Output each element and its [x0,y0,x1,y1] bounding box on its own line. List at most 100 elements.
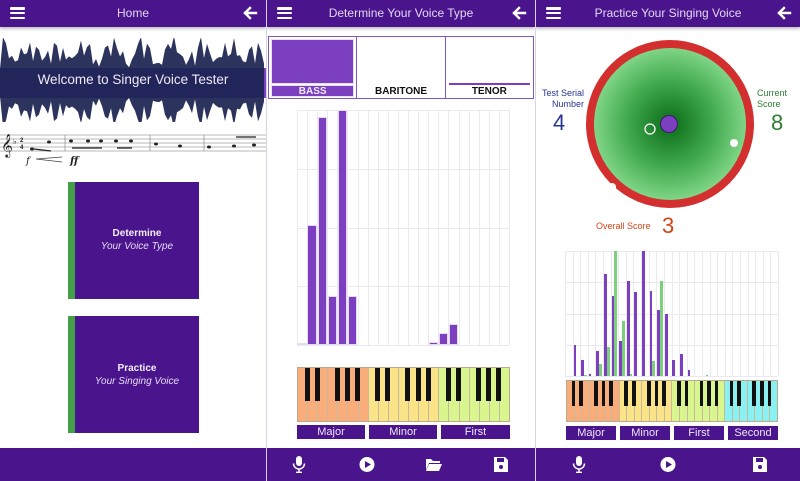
minor-scale-button[interactable]: Minor [620,426,670,440]
second-scale-button[interactable]: Second [728,426,778,440]
piano-white-key[interactable] [469,368,482,421]
piano-black-key[interactable] [601,381,606,406]
piano-white-key[interactable] [318,368,329,421]
piano-white-key[interactable] [642,381,651,421]
piano-white-key[interactable] [732,381,741,421]
microphone-icon[interactable] [291,456,307,473]
piano-white-key[interactable] [597,381,606,421]
piano-black-key[interactable] [759,381,764,406]
folder-open-icon[interactable] [425,456,443,473]
piano-white-key[interactable] [627,381,636,421]
piano-black-key[interactable] [707,381,711,406]
piano-black-key[interactable] [662,381,666,406]
piano-black-key[interactable] [647,381,651,406]
piano-white-key[interactable] [298,368,310,421]
piano-black-key[interactable] [415,368,421,401]
piano-black-key[interactable] [405,368,411,401]
piano-white-key[interactable] [649,381,659,421]
piano-black-key[interactable] [752,381,757,406]
piano-black-key[interactable] [344,368,350,401]
piano-white-key[interactable] [358,368,369,421]
piano-white-key[interactable] [388,368,399,421]
piano-keyboard[interactable] [297,367,510,422]
piano-white-key[interactable] [489,368,502,421]
piano-white-key[interactable] [747,381,757,421]
piano-black-key[interactable] [654,381,659,406]
voice-type-baritone[interactable]: BARITONE [357,37,446,98]
arrow-left-icon[interactable] [511,5,527,21]
arrow-left-icon[interactable] [242,5,258,21]
piano-black-key[interactable] [684,381,689,406]
piano-white-key[interactable] [604,381,613,421]
piano-black-key[interactable] [304,368,310,401]
piano-white-key[interactable] [439,368,451,421]
determine-voice-type-card[interactable]: Determine Your Voice Type [68,182,199,299]
save-icon[interactable] [493,456,509,473]
piano-black-key[interactable] [609,381,613,406]
piano-black-key[interactable] [714,381,719,406]
hamburger-menu-icon[interactable] [546,7,561,20]
play-icon[interactable] [359,456,375,473]
voice-type-bass[interactable]: BASS [269,37,358,98]
piano-white-key[interactable] [378,368,391,421]
piano-black-key[interactable] [385,368,391,401]
piano-black-key[interactable] [425,368,431,401]
piano-white-key[interactable] [479,368,492,421]
piano-white-key[interactable] [449,368,461,421]
piano-white-key[interactable] [770,381,777,421]
piano-white-key[interactable] [419,368,431,421]
first-scale-button[interactable]: First [441,425,510,439]
piano-black-key[interactable] [699,381,704,406]
piano-black-key[interactable] [594,381,598,406]
piano-white-key[interactable] [338,368,350,421]
piano-black-key[interactable] [677,381,681,406]
major-scale-button[interactable]: Major [297,425,365,439]
piano-white-key[interactable] [710,381,719,421]
piano-white-key[interactable] [459,368,470,421]
microphone-icon[interactable] [571,456,587,473]
piano-white-key[interactable] [740,381,748,421]
piano-black-key[interactable] [375,368,381,401]
piano-black-key[interactable] [737,381,741,406]
piano-white-key[interactable] [308,368,320,421]
piano-black-key[interactable] [767,381,772,406]
piano-white-key[interactable] [664,381,673,421]
piano-white-key[interactable] [348,368,361,421]
piano-black-key[interactable] [496,368,502,401]
arrow-left-icon[interactable] [776,5,792,21]
play-icon[interactable] [660,456,676,473]
piano-keyboard[interactable] [566,380,778,422]
piano-white-key[interactable] [582,381,590,421]
hamburger-menu-icon[interactable] [10,7,25,20]
first-scale-button[interactable]: First [674,426,724,440]
piano-white-key[interactable] [695,381,704,421]
piano-black-key[interactable] [624,381,628,406]
piano-black-key[interactable] [476,368,482,401]
piano-white-key[interactable] [755,381,764,421]
piano-white-key[interactable] [687,381,696,421]
piano-white-key[interactable] [368,368,381,421]
piano-black-key[interactable] [579,381,583,406]
piano-white-key[interactable] [702,381,711,421]
piano-black-key[interactable] [729,381,734,406]
piano-black-key[interactable] [355,368,361,401]
major-scale-button[interactable]: Major [566,426,616,440]
piano-white-key[interactable] [725,381,734,421]
piano-black-key[interactable] [334,368,340,401]
save-icon[interactable] [752,456,768,473]
piano-white-key[interactable] [328,368,340,421]
piano-white-key[interactable] [429,368,440,421]
piano-white-key[interactable] [574,381,583,421]
voice-type-tenor[interactable]: TENOR [445,37,533,98]
piano-white-key[interactable] [672,381,681,421]
piano-black-key[interactable] [445,368,451,401]
piano-white-key[interactable] [717,381,726,421]
piano-white-key[interactable] [612,381,620,421]
piano-white-key[interactable] [619,381,628,421]
piano-white-key[interactable] [398,368,411,421]
practice-singing-voice-card[interactable]: Practice Your Singing Voice [68,316,199,433]
piano-white-key[interactable] [589,381,598,421]
piano-white-key[interactable] [634,381,643,421]
piano-black-key[interactable] [455,368,461,401]
piano-black-key[interactable] [314,368,320,401]
